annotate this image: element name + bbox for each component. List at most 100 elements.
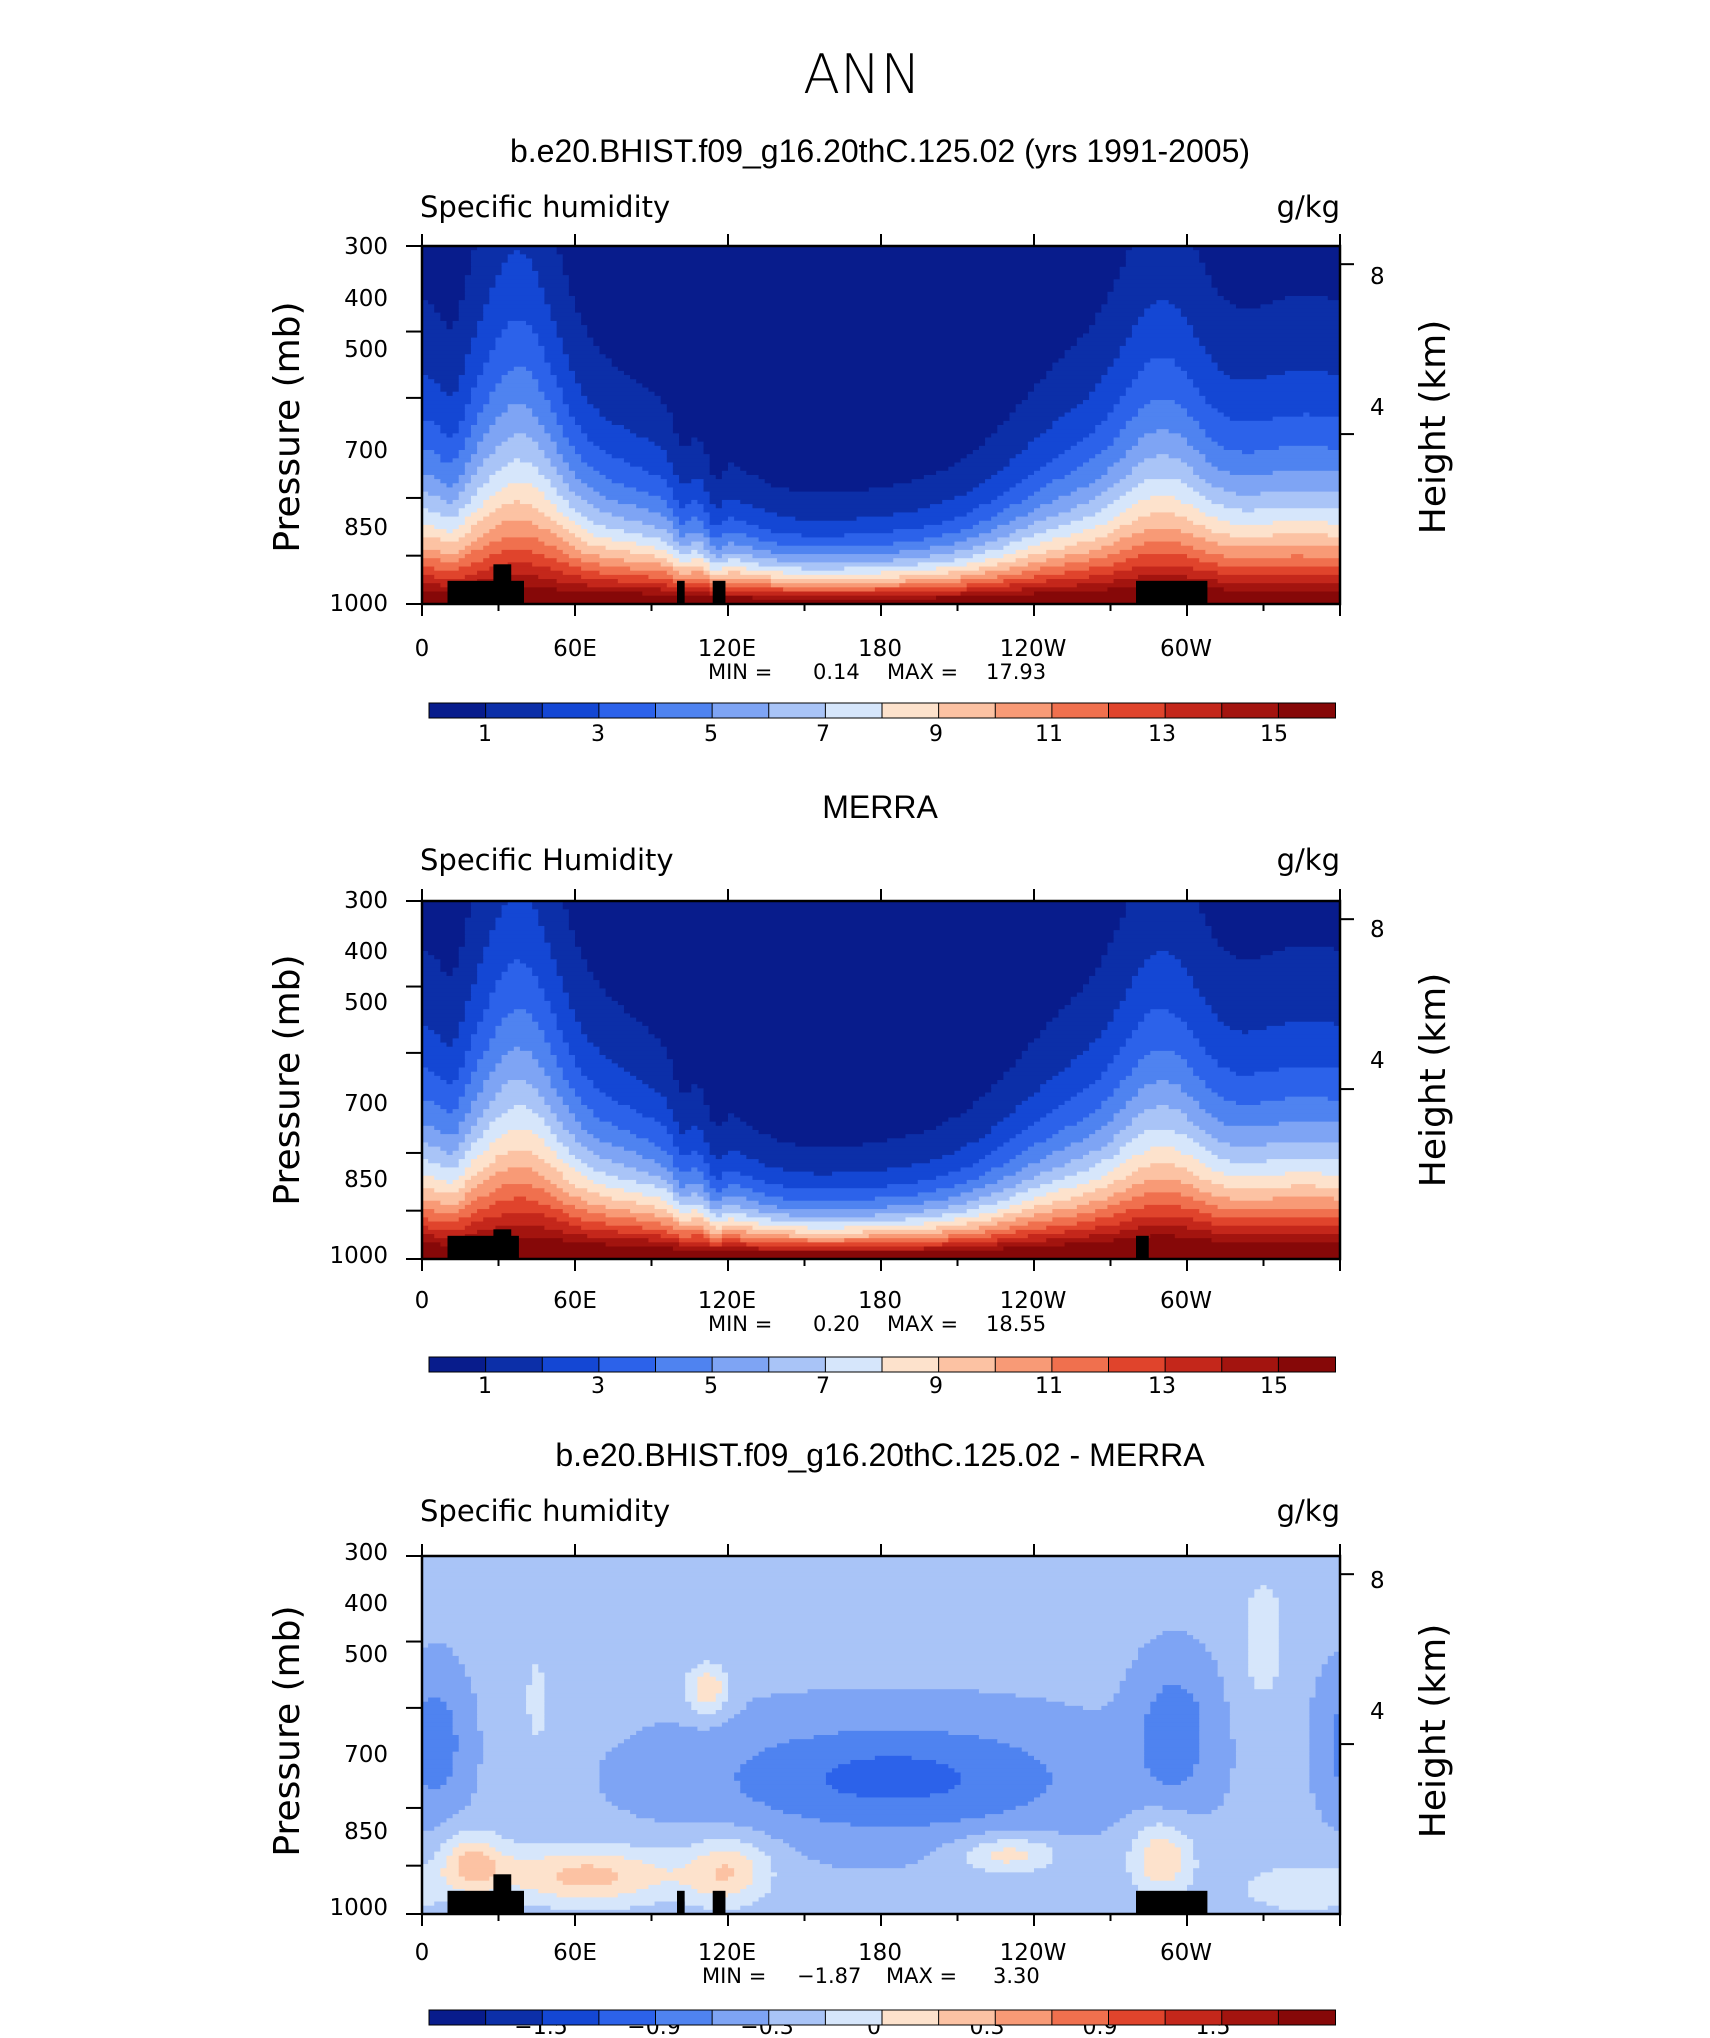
- contour-band: [703, 1134, 772, 1139]
- contour-band: [1052, 458, 1090, 464]
- contour-band: [691, 437, 698, 443]
- contour-band: [446, 529, 454, 534]
- contour-band: [550, 404, 570, 409]
- contour-band: [960, 1818, 1121, 1824]
- contour-band: [446, 325, 454, 330]
- contour-band: [501, 487, 539, 493]
- contour-band: [666, 449, 705, 455]
- contour-band: [1235, 955, 1262, 960]
- contour-band: [1211, 1167, 1341, 1173]
- contour-band: [672, 520, 680, 526]
- contour-band: [1333, 1747, 1341, 1753]
- contour-band: [422, 1789, 478, 1794]
- contour-band: [1107, 412, 1139, 418]
- contour-band: [483, 437, 509, 443]
- contour-band: [1315, 1797, 1341, 1803]
- contour-band: [1309, 1776, 1341, 1782]
- contour-band: [483, 1743, 619, 1749]
- contour-band: [752, 1868, 772, 1873]
- colorbar-swatch: [541, 1356, 600, 1373]
- contour-band: [1211, 1005, 1341, 1010]
- contour-band: [568, 291, 1109, 297]
- contour-band: [422, 1797, 472, 1803]
- contour-band: [630, 1905, 705, 1911]
- contour-band: [422, 1589, 1255, 1595]
- contour-band: [458, 1655, 1139, 1661]
- contour-band: [446, 1780, 478, 1786]
- contour-band: [660, 1175, 674, 1181]
- contour-band: [489, 1046, 515, 1052]
- contour-band: [1101, 420, 1127, 426]
- contour-band: [477, 1171, 497, 1177]
- contour-band: [1229, 1784, 1310, 1790]
- contour-band: [501, 1055, 533, 1060]
- contour-band: [1260, 955, 1341, 960]
- contour-band: [575, 1055, 607, 1060]
- contour-band: [654, 1034, 1041, 1039]
- contour-band: [985, 1830, 1060, 1836]
- contour-band: [495, 1847, 760, 1853]
- contour-band: [991, 1851, 1029, 1857]
- contour-band: [1040, 433, 1090, 439]
- contour-band: [1119, 266, 1206, 272]
- contour-band: [1113, 1213, 1213, 1218]
- contour-band: [966, 1855, 992, 1861]
- contour-band: [544, 1175, 564, 1181]
- contour-band: [422, 971, 448, 977]
- contour-band: [709, 1142, 796, 1148]
- contour-band: [611, 1880, 662, 1886]
- contour-band: [452, 1772, 478, 1778]
- contour-band: [501, 1088, 539, 1094]
- contour-band: [636, 1217, 674, 1223]
- contour-band: [581, 383, 643, 389]
- contour-band: [679, 1242, 711, 1248]
- contour-band: [672, 1204, 705, 1210]
- contour-band: [1138, 1651, 1213, 1657]
- contour-band: [489, 1876, 558, 1882]
- contour-band: [470, 1188, 497, 1193]
- contour-band: [477, 1764, 601, 1769]
- contour-band: [1211, 483, 1341, 489]
- contour-band: [1034, 387, 1096, 393]
- contour-band: [642, 533, 674, 538]
- contour-band: [1315, 1685, 1341, 1690]
- contour-band: [1272, 950, 1341, 956]
- contour-band: [550, 1163, 570, 1169]
- contour-band: [428, 1643, 448, 1649]
- contour-band: [599, 412, 674, 418]
- contour-band: [1144, 1204, 1182, 1210]
- contour-band: [470, 1221, 570, 1227]
- contour-band: [740, 1905, 1280, 1911]
- contour-band: [562, 254, 1127, 260]
- contour-band: [985, 1229, 1017, 1235]
- contour-band: [623, 1009, 1060, 1014]
- contour-band: [593, 1042, 662, 1048]
- contour-band: [550, 1005, 570, 1010]
- contour-band: [470, 512, 490, 518]
- contour-band: [1046, 1021, 1109, 1027]
- contour-band: [1199, 1864, 1341, 1869]
- contour-band: [1168, 1839, 1194, 1844]
- contour-band: [672, 1063, 1017, 1069]
- contour-band: [587, 963, 1102, 969]
- contour-band: [422, 1680, 472, 1686]
- contour-band: [1223, 1689, 1317, 1694]
- contour-band: [1003, 1175, 1035, 1181]
- contour-band: [1131, 566, 1194, 572]
- contour-band: [617, 1175, 662, 1181]
- contour-band: [795, 1229, 864, 1235]
- contour-band: [556, 1021, 582, 1027]
- contour-band: [862, 1229, 943, 1235]
- colorbar-swatch: [485, 2009, 544, 2026]
- contour-band: [1266, 1901, 1341, 1907]
- colorbar-swatch: [768, 2009, 827, 2026]
- contour-band: [489, 1005, 552, 1010]
- y-tick-label: 400: [344, 939, 388, 965]
- contour-band: [581, 429, 631, 434]
- contour-band: [1156, 950, 1170, 956]
- contour-band: [1187, 1117, 1219, 1123]
- contour-band: [544, 429, 564, 434]
- contour-band: [489, 1163, 552, 1169]
- contour-band: [1284, 370, 1329, 376]
- contour-band: [593, 337, 1078, 343]
